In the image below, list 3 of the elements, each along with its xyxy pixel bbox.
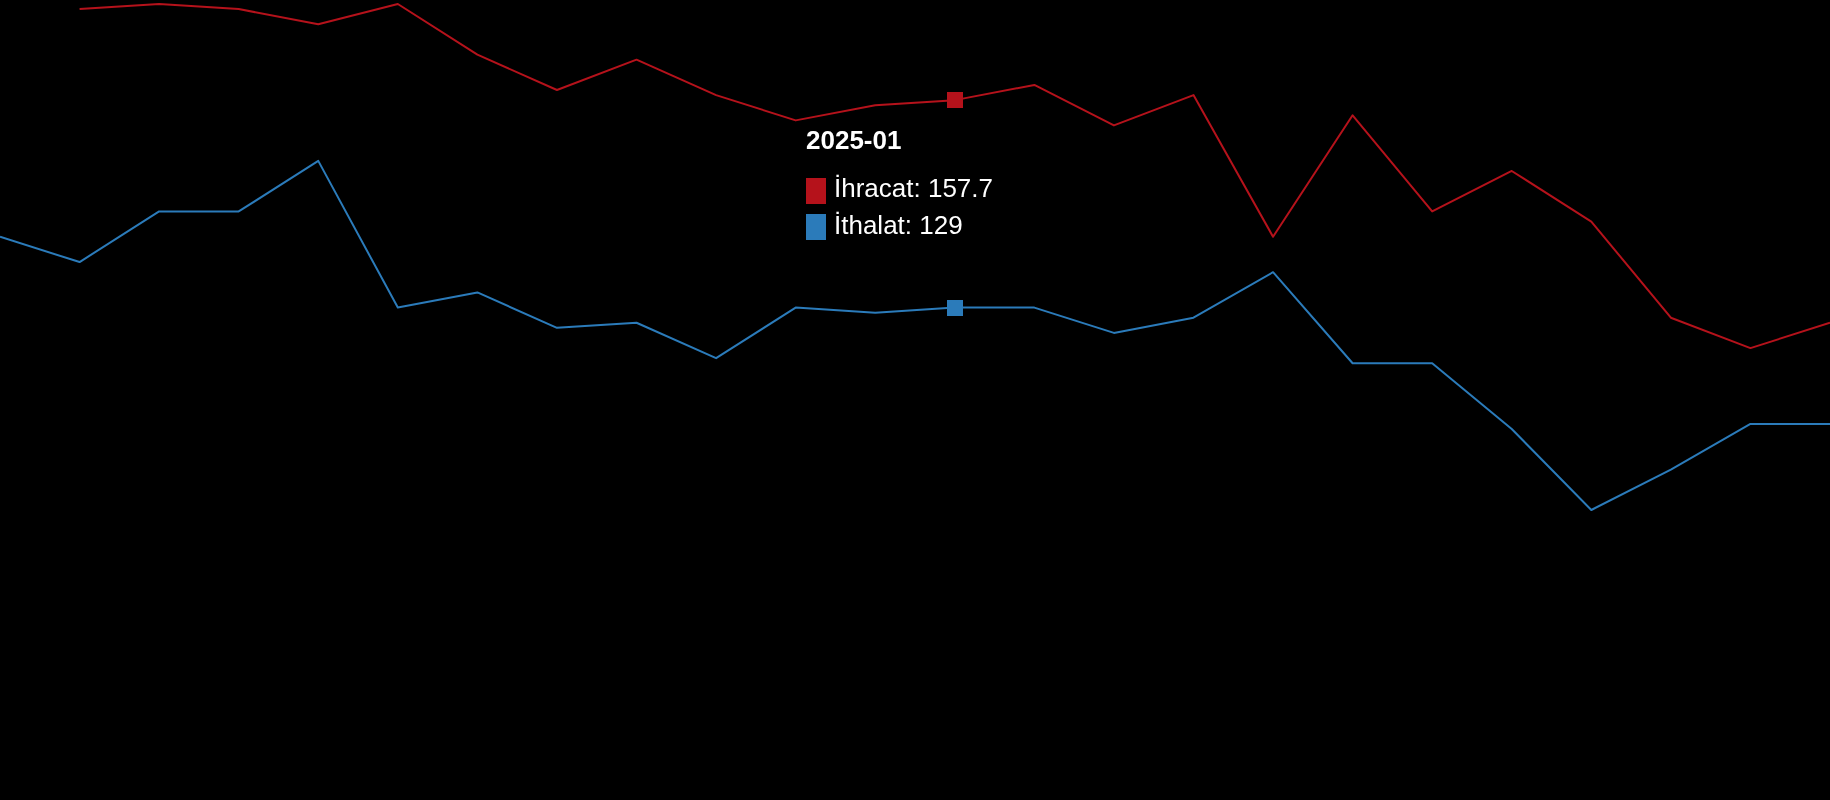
annotation: 2025-01 <box>806 124 903 157</box>
annotation: İhracat: 157.7 <box>834 173 993 204</box>
annotation: İthalat: 129 <box>834 209 963 240</box>
